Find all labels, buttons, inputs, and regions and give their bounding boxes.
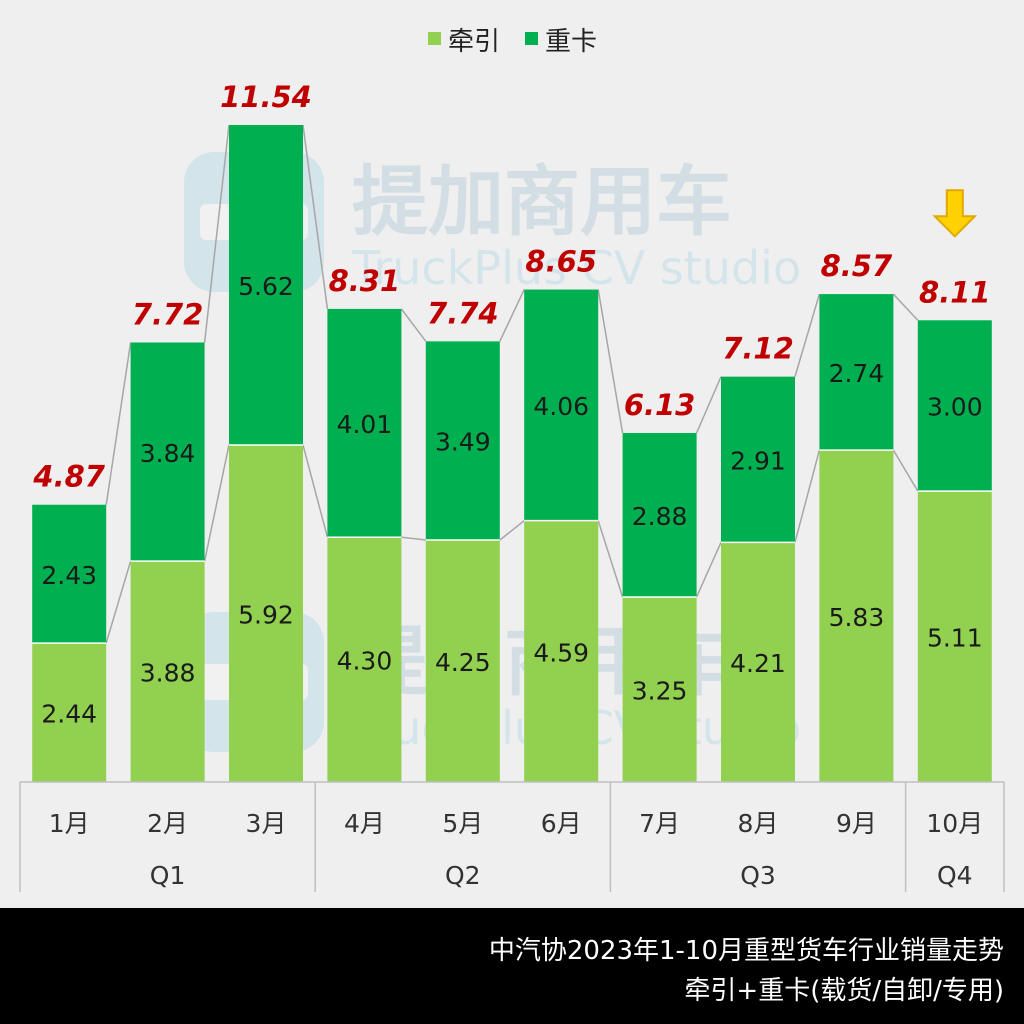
value-label-heavy-truck-9: 2.74 [829, 359, 885, 388]
connector-mid-2 [203, 444, 230, 562]
value-label-traction-2: 3.88 [140, 659, 196, 688]
connector-mid-1 [105, 560, 132, 644]
value-label-traction-1: 2.44 [41, 700, 97, 729]
bar-heavy-truck-5 [425, 341, 500, 541]
footer-title: 中汽协2023年1-10月重型货车行业销量走势 [488, 936, 1004, 966]
x-tick-label-7: 7月 [639, 809, 680, 838]
total-label-3: 11.54 [220, 80, 312, 114]
value-label-traction-3: 5.92 [238, 600, 294, 629]
x-tick-label-4: 4月 [344, 809, 385, 838]
value-label-traction-7: 3.25 [632, 676, 688, 705]
connector-mid-4 [401, 536, 426, 541]
connector-mid-8 [794, 449, 821, 543]
x-tick-label-8: 8月 [738, 809, 779, 838]
value-label-traction-4: 4.30 [337, 647, 393, 676]
bar-traction-10 [917, 491, 992, 782]
connector-mid-9 [892, 449, 919, 492]
bars [32, 125, 992, 782]
connector-top-1 [105, 342, 132, 505]
value-label-heavy-truck-6: 4.06 [533, 392, 589, 421]
connector-mid-7 [695, 542, 722, 598]
connector-mid-5 [499, 520, 525, 541]
value-label-heavy-truck-4: 4.01 [337, 410, 393, 439]
connector-mid-6 [597, 520, 624, 598]
bar-traction-6 [524, 520, 599, 782]
quarter-label-2: Q2 [445, 861, 481, 890]
connector-top-9 [892, 293, 919, 321]
bar-traction-3 [229, 444, 303, 782]
connector-top-5 [499, 289, 525, 342]
value-label-heavy-truck-10: 3.00 [927, 393, 983, 422]
total-label-10: 8.11 [919, 275, 991, 309]
quarter-label-4: Q4 [937, 861, 973, 890]
bar-traction-7 [622, 596, 697, 782]
down-arrow-icon [932, 189, 978, 238]
footer-caption: 中汽协2023年1-10月重型货车行业销量走势 牵引+重卡(载货/自卸/专用) [0, 908, 1024, 1024]
legend-label-traction: 牵引 [448, 27, 500, 57]
value-label-heavy-truck-5: 3.49 [435, 428, 491, 457]
footer-subtitle: 牵引+重卡(载货/自卸/专用) [684, 976, 1004, 1006]
value-labels: 2.44 2.43 4.87 3.88 3.84 7.72 5.92 5.62 11.54 4.3… [32, 80, 990, 729]
x-tick-label-9: 9月 [836, 809, 877, 838]
value-label-traction-10: 5.11 [927, 624, 983, 653]
x-tick-label-1: 1月 [49, 809, 90, 838]
legend: 牵引 重卡 [428, 27, 597, 57]
legend-swatch-heavy-truck [525, 32, 538, 45]
bar-heavy-truck-6 [524, 289, 599, 521]
watermark-subtitle-top: TruckPlus CV studio [351, 241, 801, 295]
quarter-label-3: Q3 [740, 861, 776, 890]
value-label-heavy-truck-8: 2.91 [730, 446, 786, 475]
connector-lines [105, 124, 919, 644]
connector-top-2 [203, 124, 230, 343]
connector-top-3 [302, 124, 329, 309]
legend-swatch-traction [428, 32, 441, 45]
x-tick-label-10: 10月 [926, 809, 983, 838]
total-label-2: 7.72 [132, 297, 204, 331]
total-label-1: 4.87 [32, 460, 105, 494]
total-label-8: 7.12 [722, 332, 794, 366]
connector-top-4 [400, 308, 427, 342]
value-label-traction-6: 4.59 [533, 638, 589, 667]
bar-heavy-truck-1 [32, 504, 107, 644]
watermark-title-top: 提加商用车 [352, 157, 732, 246]
stacked-bar-chart: 提加商用车 TruckPlus CV studio 提加商用车 TruckPlu… [19, 27, 1005, 892]
value-label-traction-9: 5.83 [829, 603, 885, 632]
bar-heavy-truck-7 [622, 433, 697, 597]
bar-traction-9 [819, 450, 894, 782]
total-label-7: 6.13 [624, 388, 696, 422]
value-label-traction-8: 4.21 [730, 649, 786, 678]
value-label-heavy-truck-7: 2.88 [632, 502, 688, 531]
bar-traction-5 [425, 540, 500, 782]
connector-top-6 [597, 289, 624, 434]
value-label-heavy-truck-2: 3.84 [140, 439, 196, 468]
bar-heavy-truck-9 [819, 294, 894, 451]
bar-heavy-truck-2 [130, 342, 205, 562]
value-label-heavy-truck-1: 2.43 [41, 561, 97, 590]
x-tick-label-2: 2月 [147, 809, 188, 838]
quarter-label-1: Q1 [150, 861, 186, 890]
bar-heavy-truck-3 [229, 125, 303, 445]
connector-mid-3 [302, 444, 329, 538]
connector-top-8 [794, 293, 821, 377]
bar-traction-1 [32, 643, 107, 782]
total-label-4: 8.31 [329, 264, 401, 298]
total-label-5: 7.74 [427, 296, 499, 330]
total-label-9: 8.57 [821, 249, 893, 283]
x-tick-label-5: 5月 [442, 809, 483, 838]
bar-traction-8 [721, 542, 795, 782]
legend-label-heavy-truck: 重卡 [545, 27, 597, 57]
total-label-6: 8.65 [525, 245, 597, 279]
bar-traction-2 [130, 561, 205, 782]
bar-traction-4 [327, 537, 402, 782]
bar-heavy-truck-4 [327, 308, 402, 538]
value-label-traction-5: 4.25 [435, 648, 491, 677]
bar-heavy-truck-10 [917, 320, 992, 492]
x-axis: 1月 2月 3月 4月 5月 6月 7月 8月 9月 10月 Q1 Q2 Q3 Q4 [19, 781, 1005, 892]
bar-heavy-truck-8 [721, 376, 795, 543]
connector-top-7 [695, 376, 722, 434]
value-label-heavy-truck-3: 5.62 [238, 272, 294, 301]
x-tick-label-6: 6月 [541, 809, 582, 838]
x-tick-label-3: 3月 [246, 809, 287, 838]
